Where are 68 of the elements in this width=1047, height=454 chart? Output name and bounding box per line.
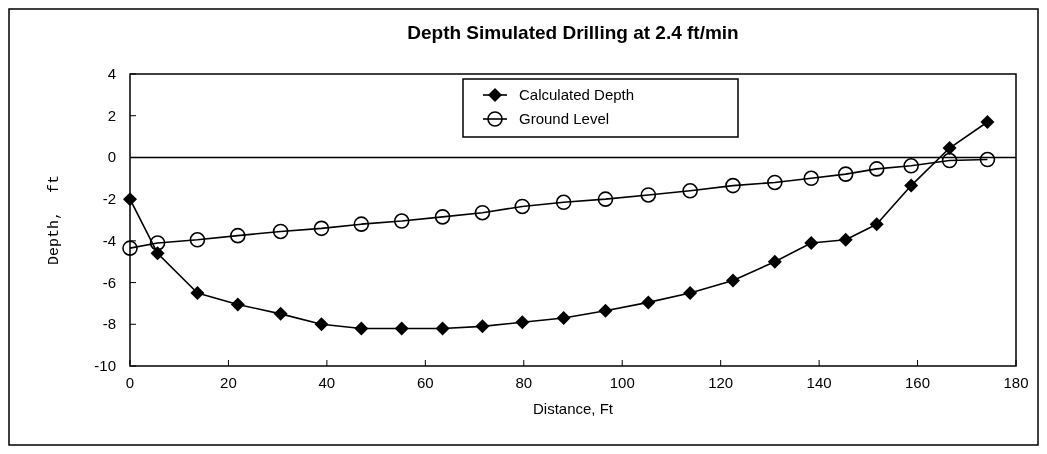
point <box>273 306 288 321</box>
point <box>641 295 656 310</box>
point <box>837 166 854 182</box>
point <box>230 297 245 312</box>
point <box>941 152 958 169</box>
legend-label: Calculated Depth <box>519 86 635 103</box>
y-tick-label: -10 <box>94 357 116 374</box>
x-tick-label: 60 <box>416 374 434 391</box>
x-tick-label: 80 <box>515 374 533 391</box>
point <box>272 223 289 240</box>
point <box>515 315 530 330</box>
point <box>434 209 451 225</box>
point <box>474 204 491 221</box>
point <box>838 232 853 247</box>
x-tick-label: 180 <box>1003 374 1029 391</box>
point <box>354 321 369 336</box>
x-tick-label: 0 <box>125 374 135 391</box>
point <box>942 141 957 156</box>
point <box>190 286 205 300</box>
y-tick-label: -4 <box>102 231 116 249</box>
point <box>725 273 740 288</box>
point <box>903 157 919 174</box>
x-tick-label: 20 <box>220 374 237 391</box>
y-axis-title: Depth, ft <box>46 174 63 266</box>
point <box>598 303 613 318</box>
point <box>868 161 885 177</box>
point <box>313 220 330 237</box>
y-tick-label: -6 <box>102 273 116 291</box>
y-tick-label: 0 <box>107 148 116 166</box>
point <box>725 177 741 194</box>
x-tick-label: 160 <box>905 374 931 391</box>
y-tick-label: 4 <box>107 65 116 82</box>
point <box>230 227 246 244</box>
point <box>122 240 138 256</box>
point <box>682 183 698 199</box>
point <box>979 151 996 168</box>
point <box>597 191 614 207</box>
point <box>353 216 370 232</box>
x-tick-label: 140 <box>806 374 832 391</box>
point <box>904 178 919 193</box>
x-tick-label: 120 <box>708 374 734 391</box>
point <box>640 187 657 203</box>
y-tick-label: -8 <box>102 315 116 333</box>
point <box>804 235 819 250</box>
chart-title: Depth Simulated Drilling at 2.4 ft/min <box>407 22 739 43</box>
point <box>980 114 995 129</box>
point <box>393 213 410 229</box>
y-tick-label: -2 <box>102 190 116 208</box>
point <box>435 321 450 336</box>
x-tick-label: 100 <box>609 374 635 391</box>
point <box>149 235 166 251</box>
x-axis-title: Distance, Ft <box>532 400 614 417</box>
point <box>555 194 572 211</box>
point <box>803 170 820 187</box>
point <box>514 198 531 215</box>
point <box>767 254 782 269</box>
y-tick-label: 2 <box>107 106 116 124</box>
point <box>683 286 698 300</box>
point <box>767 174 783 191</box>
x-tick-label: 40 <box>318 374 336 391</box>
legend-label: Ground Level <box>519 110 610 127</box>
point <box>394 321 409 336</box>
point <box>314 317 329 332</box>
point <box>556 311 571 326</box>
point <box>475 319 490 334</box>
point <box>869 217 884 232</box>
point <box>189 232 206 248</box>
point <box>123 192 137 207</box>
